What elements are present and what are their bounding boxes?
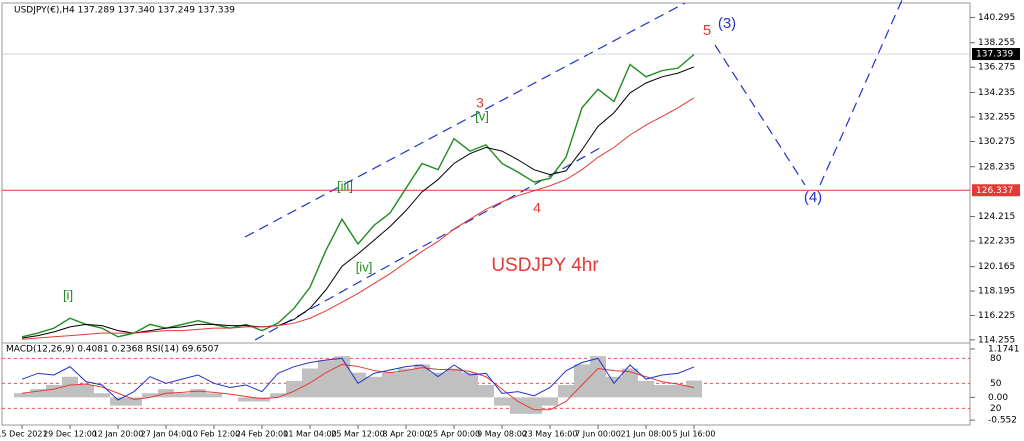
level-label: 126.337	[976, 186, 1013, 196]
annotation: (3)	[718, 15, 736, 32]
macd-bar	[622, 368, 638, 398]
signal-line	[21, 363, 695, 411]
macd-bar	[382, 372, 398, 398]
y-tick-label: 124.215	[978, 212, 1015, 222]
projection-down	[714, 44, 806, 186]
macd-bar	[510, 397, 526, 414]
y-tick-label: 118.195	[978, 287, 1015, 297]
y-tick-label: 130.275	[978, 137, 1015, 147]
macd-bar	[414, 364, 430, 398]
y-tick-label: 128.235	[978, 162, 1015, 172]
macd-bar	[366, 376, 382, 398]
y-tick-label: 114.255	[978, 335, 1015, 345]
macd-bar	[494, 397, 510, 406]
macd-bar	[430, 372, 446, 398]
annotation: [iii]	[337, 178, 353, 193]
macd-bar	[350, 372, 366, 398]
macd-bar	[670, 385, 686, 398]
indicator-title: MACD(12,26,9) 0.4081 0.2368 RSI(14) 69.6…	[6, 345, 219, 355]
annotation: [iv]	[356, 259, 373, 274]
moving-average	[21, 97, 695, 340]
y2-tick-label: 20	[990, 404, 1002, 414]
annotation: (4)	[804, 189, 822, 206]
y-tick-label: 140.295	[978, 13, 1015, 23]
macd-bar	[126, 397, 142, 406]
macd-bar	[638, 380, 654, 398]
projection-up	[819, 0, 903, 186]
macd-bar	[446, 368, 462, 398]
macd-bar	[478, 385, 494, 398]
macd-bar	[526, 397, 542, 414]
x-tick-label: 11 Mar 04:00	[283, 430, 336, 439]
annotation: [i]	[63, 287, 73, 302]
y-tick-label: 1.1741	[988, 344, 1020, 354]
macd-bar	[94, 393, 110, 398]
x-tick-label: 21 Jun 08:00	[621, 430, 672, 439]
macd-bar	[270, 393, 286, 398]
macd-bar	[606, 376, 622, 398]
macd-bar	[62, 376, 78, 398]
macd-bar	[398, 368, 414, 398]
y-tick-label: 132.255	[978, 112, 1015, 122]
annotation: 3	[476, 95, 484, 111]
rsi-line	[21, 357, 695, 401]
macd-bar	[574, 364, 590, 398]
x-tick-label: 10 Feb 12:00	[188, 430, 240, 439]
indicator-frame	[1, 342, 971, 426]
macd-bar	[334, 356, 350, 398]
macd-bar	[206, 393, 222, 398]
macd-bar	[286, 380, 302, 398]
y-tick-label: 122.235	[978, 237, 1015, 247]
x-tick-label: 15 Dec 2021	[0, 430, 48, 439]
chart-title: USDJPY(€),H4 137.289 137.340 137.249 137…	[14, 6, 235, 16]
x-tick-label: 27 Jan 04:00	[141, 430, 192, 439]
macd-bar	[30, 389, 46, 398]
x-tick-label: 29 Dec 12:00	[43, 430, 97, 439]
macd-bar	[110, 397, 126, 406]
annotation: [v]	[475, 108, 489, 123]
macd-bar	[318, 360, 334, 398]
y-tick-label: 134.235	[978, 88, 1015, 98]
y-tick-label: 138.255	[978, 38, 1015, 48]
annotation: USDJPY 4hr	[491, 255, 599, 276]
x-tick-label: 8 Apr 20:00	[382, 430, 429, 439]
y-tick-label: 0.00	[988, 393, 1008, 403]
annotation: 5	[703, 22, 711, 39]
y2-tick-label: 50	[990, 379, 1002, 389]
macd-bar	[686, 380, 702, 398]
x-tick-label: 7 Jun 00:00	[575, 430, 621, 439]
x-tick-label: 9 May 08:00	[477, 430, 527, 439]
macd-bar	[46, 385, 62, 398]
last-price-label: 137.339	[976, 50, 1013, 60]
macd-bar	[238, 397, 254, 402]
macd-bar	[78, 385, 94, 398]
macd-bar	[142, 393, 158, 398]
y-tick-label: 116.225	[978, 311, 1015, 321]
annotation: 4	[533, 200, 541, 216]
macd-bar	[14, 393, 30, 398]
macd-bar	[590, 356, 606, 398]
x-tick-label: 5 Jul 16:00	[673, 430, 716, 439]
macd-bar	[542, 397, 558, 406]
macd-bar	[174, 393, 190, 398]
y2-tick-label: 80	[990, 354, 1002, 364]
x-tick-label: 25 Mar 12:00	[331, 430, 384, 439]
x-tick-label: 12 Jan 20:00	[93, 430, 144, 439]
macd-bar	[654, 385, 670, 398]
channel-upper	[244, 2, 686, 238]
level-label-box	[972, 184, 1020, 197]
macd-bar	[254, 397, 270, 402]
x-tick-label: 24 Feb 20:00	[236, 430, 288, 439]
y-tick-label: -0.552	[988, 416, 1017, 426]
y-tick-label: 136.275	[978, 63, 1015, 73]
y-tick-label: 120.165	[978, 262, 1015, 272]
x-tick-label: 23 May 16:00	[523, 430, 578, 439]
macd-bar	[558, 385, 574, 398]
last-price-box	[972, 48, 1020, 61]
x-tick-label: 25 Apr 00:00	[428, 430, 480, 439]
macd-bar	[190, 389, 206, 398]
macd-bar	[462, 372, 478, 398]
